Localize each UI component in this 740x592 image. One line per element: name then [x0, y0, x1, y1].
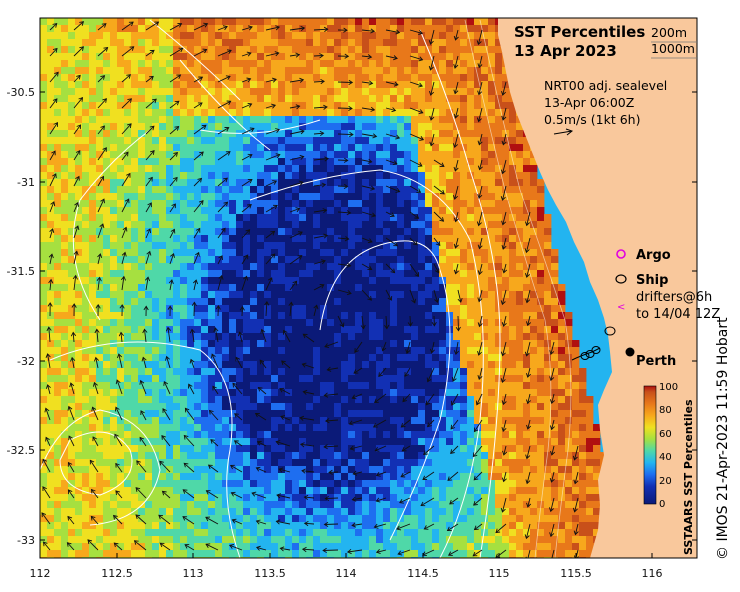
legend-drifters: drifters@6h	[636, 290, 712, 305]
credit-text: © IMOS 21-Apr-2023 11:59 Hobart	[715, 317, 731, 560]
colorbar-ticks: 0 20 40 60 80 100	[659, 382, 678, 510]
ship-track	[571, 326, 616, 361]
current-scale: 0.5m/s (1kt 6h)	[544, 112, 640, 127]
legend-ship: Ship	[636, 273, 668, 288]
current-vectors	[41, 21, 579, 558]
x-tick: 112.5	[101, 567, 133, 580]
legend-drifters-period: to 14/04 12Z	[636, 307, 720, 322]
x-tick: 112	[30, 567, 51, 580]
x-tick: 116	[642, 567, 663, 580]
plot-area	[40, 18, 697, 558]
plot-frame	[39, 17, 698, 559]
argo-marker-icon	[616, 249, 626, 259]
y-axis: -30.5 -31 -31.5 -32 -32.5 -33	[7, 86, 35, 547]
isobath-1000m-label: 1000m	[651, 41, 695, 56]
x-tick: 113.5	[254, 567, 286, 580]
legend-argo: Argo	[636, 248, 671, 263]
current-source: NRT00 adj. sealevel	[544, 78, 667, 93]
x-axis: 112 112.5 113 113.5 114 114.5 115 115.5 …	[30, 567, 663, 580]
ship-marker-icon	[615, 274, 627, 284]
sealevel-contours	[40, 19, 501, 558]
y-tick: -31.5	[7, 265, 35, 278]
current-time: 13-Apr 06:00Z	[544, 95, 634, 110]
scale-arrow-icon	[553, 128, 574, 136]
x-tick: 113	[183, 567, 204, 580]
isobath-200m-label: 200m	[651, 25, 687, 40]
x-tick: 115	[489, 567, 510, 580]
isobath-lines	[464, 19, 572, 558]
colorbar-title: SSTAARS SST Percentiles	[682, 399, 695, 555]
colorbar	[643, 385, 657, 505]
y-tick: -32.5	[7, 444, 35, 457]
map-date: 13 Apr 2023	[514, 42, 617, 60]
perth-marker-icon	[625, 347, 635, 357]
map-title: SST Percentiles	[514, 23, 645, 41]
y-tick: -33	[17, 534, 35, 547]
x-tick: 115.5	[560, 567, 592, 580]
x-tick: 114	[336, 567, 357, 580]
y-tick: -30.5	[7, 86, 35, 99]
x-tick: 114.5	[407, 567, 439, 580]
drifter-marker-icon: <	[617, 302, 625, 313]
y-tick: -31	[17, 176, 35, 189]
y-tick: -32	[17, 355, 35, 368]
perth-label: Perth	[636, 354, 676, 369]
